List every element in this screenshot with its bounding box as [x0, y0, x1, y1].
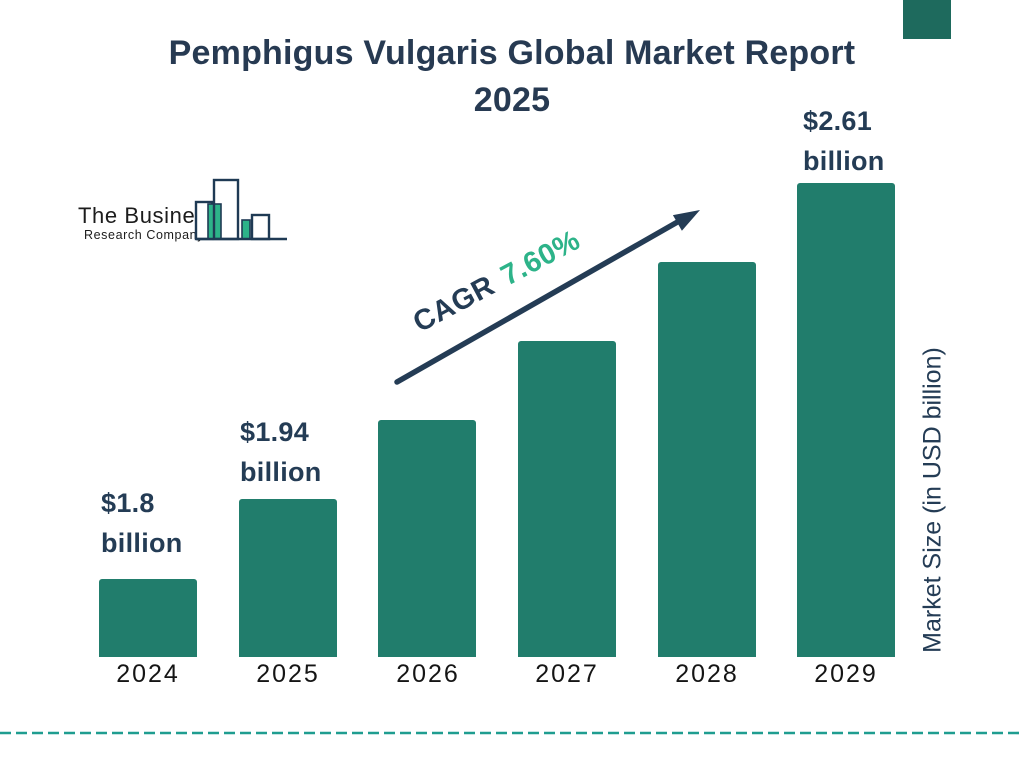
value-label-2029-unit: billion	[803, 146, 885, 176]
value-label-2024-unit: billion	[101, 528, 183, 558]
value-label-2029: $2.61 billion	[803, 101, 933, 181]
growth-arrow-icon	[394, 210, 700, 385]
x-axis-label-2027: 2027	[535, 660, 599, 688]
chart-title-line-2: 2025	[473, 81, 551, 119]
logo-primary-text: The Business	[78, 203, 219, 228]
logo-secondary-text: Research Company	[84, 228, 205, 242]
bar-2027	[518, 341, 616, 657]
y-axis-title: Market Size (in USD billion)	[918, 347, 947, 653]
value-label-2024-amount: $1.8	[101, 488, 155, 518]
value-label-2025-amount: $1.94	[240, 417, 310, 447]
value-label-2025-unit: billion	[240, 457, 322, 487]
logo-bar-chart-icon	[194, 178, 287, 241]
bar-2024	[99, 579, 197, 657]
bar-2029	[797, 183, 895, 657]
dashed-baseline-divider	[0, 731, 1024, 735]
value-label-2029-amount: $2.61	[803, 106, 873, 136]
x-axis-label-2025: 2025	[256, 660, 320, 688]
corner-accent-shape	[903, 0, 951, 39]
x-axis-label-2026: 2026	[396, 660, 460, 688]
chart-title: Pemphigus Vulgaris Global Market Report …	[0, 30, 1024, 124]
x-axis-label-2024: 2024	[116, 660, 180, 688]
bar-2028	[658, 262, 756, 657]
bar-2025	[239, 499, 337, 657]
x-axis-label-2028: 2028	[675, 660, 739, 688]
bar-2026	[378, 420, 476, 657]
company-logo: The Business Research Company	[68, 175, 288, 245]
chart-title-line-1: Pemphigus Vulgaris Global Market Report	[168, 34, 856, 72]
x-axis-label-2029: 2029	[814, 660, 878, 688]
value-label-2024: $1.8 billion	[101, 483, 231, 563]
value-label-2025: $1.94 billion	[240, 412, 370, 492]
